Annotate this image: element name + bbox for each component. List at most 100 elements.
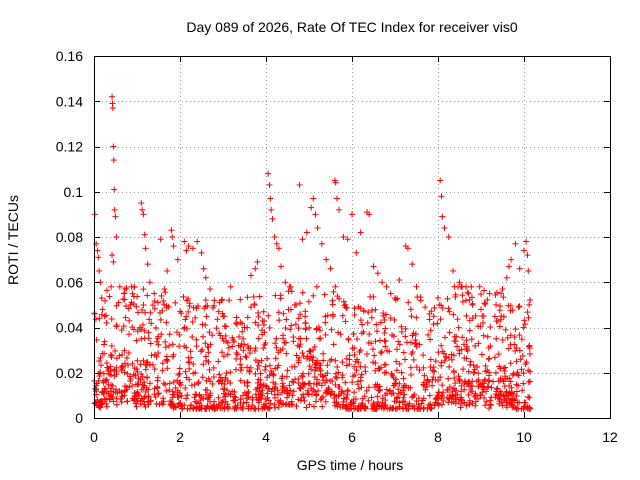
data-point (174, 256, 181, 263)
data-point (499, 336, 506, 343)
data-point (523, 238, 530, 245)
data-point (492, 391, 499, 398)
data-point (127, 375, 134, 382)
data-point (289, 378, 296, 385)
data-point (342, 301, 349, 308)
data-point (188, 382, 195, 389)
data-point (497, 316, 504, 323)
y-tick-label: 0.06 (56, 274, 83, 290)
data-point (350, 373, 357, 380)
data-point (204, 343, 211, 350)
data-point (426, 316, 433, 323)
data-point (509, 307, 516, 314)
data-point (289, 401, 296, 408)
data-point (250, 405, 257, 412)
data-point (296, 354, 303, 361)
data-point (183, 374, 190, 381)
data-point (312, 211, 319, 218)
data-point (503, 389, 510, 396)
data-point (171, 391, 178, 398)
data-point (421, 372, 428, 379)
data-point (225, 404, 232, 411)
data-point (383, 311, 390, 318)
data-point (410, 356, 417, 363)
data-point (220, 337, 227, 344)
data-point (103, 319, 110, 326)
data-point (303, 404, 310, 411)
data-point (283, 373, 290, 380)
data-point (98, 398, 105, 405)
data-point (516, 303, 523, 310)
data-point (486, 355, 493, 362)
data-point (461, 386, 468, 393)
data-point (233, 355, 240, 362)
data-point (210, 364, 217, 371)
data-point (202, 321, 209, 328)
data-point (451, 283, 458, 290)
data-point (362, 364, 369, 371)
data-point (260, 308, 267, 315)
data-point (465, 381, 472, 388)
data-point (427, 327, 434, 334)
data-point (177, 308, 184, 315)
data-point (139, 306, 146, 313)
data-point (475, 377, 482, 384)
data-point (232, 366, 239, 373)
data-point (151, 305, 158, 312)
data-point (115, 299, 122, 306)
data-point (482, 362, 489, 369)
data-point (475, 370, 482, 377)
data-point (327, 391, 334, 398)
y-tick-label: 0.1 (64, 184, 84, 200)
data-point (255, 335, 262, 342)
data-point (261, 341, 268, 348)
data-point (241, 341, 248, 348)
data-point (463, 402, 470, 409)
data-point (129, 395, 136, 402)
data-point (181, 343, 188, 350)
x-axis-label: GPS time / hours (297, 457, 404, 473)
data-point (409, 394, 416, 401)
data-point (103, 312, 110, 319)
data-point (282, 325, 289, 332)
data-point (420, 364, 427, 371)
data-point (113, 302, 120, 309)
data-point (118, 363, 125, 370)
data-point (396, 360, 403, 367)
data-point (343, 396, 350, 403)
data-point (307, 353, 314, 360)
data-point (446, 384, 453, 391)
data-point (147, 397, 154, 404)
data-point (472, 402, 479, 409)
data-point (504, 334, 511, 341)
data-point (526, 378, 533, 385)
data-point (401, 391, 408, 398)
data-point (486, 405, 493, 412)
data-point (358, 371, 365, 378)
data-point (505, 263, 512, 270)
data-point (297, 341, 304, 348)
data-point (224, 403, 231, 410)
data-point (203, 357, 210, 364)
data-point (319, 403, 326, 410)
data-point (427, 336, 434, 343)
data-point (377, 319, 384, 326)
data-point (351, 363, 358, 370)
data-point (445, 375, 452, 382)
data-point (466, 296, 473, 303)
data-point (402, 333, 409, 340)
data-point (351, 405, 358, 412)
data-point (349, 211, 355, 218)
data-point (252, 370, 259, 377)
data-point (133, 393, 140, 400)
data-point (422, 386, 429, 393)
data-point (132, 400, 139, 407)
data-point (369, 346, 376, 353)
data-point (526, 394, 533, 401)
data-point (304, 387, 311, 394)
x-tick-label: 2 (176, 429, 184, 445)
data-point (480, 313, 487, 320)
data-point (293, 403, 300, 410)
data-point (227, 380, 234, 387)
data-point (140, 286, 147, 293)
